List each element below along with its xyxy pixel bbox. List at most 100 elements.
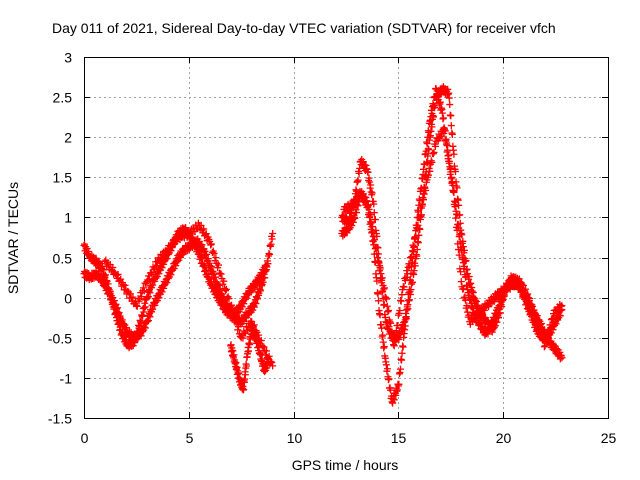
data-point [258,355,266,363]
data-point [545,331,553,339]
data-point [265,251,273,259]
data-point [385,323,393,331]
data-point [406,262,414,270]
data-point [214,261,222,269]
data-point [227,341,235,349]
data-point [245,347,253,355]
data-point [200,225,208,233]
data-point [208,240,216,248]
data-point [220,277,228,285]
data-point [359,158,367,166]
data-point [452,214,460,222]
data-point [472,315,480,323]
data-point [425,128,433,136]
data-point [528,301,536,309]
data-point [450,188,458,196]
data-point [404,263,412,271]
data-point [151,301,159,309]
data-point [396,296,404,304]
data-point [465,289,473,297]
data-point [241,375,249,383]
data-point [365,205,373,213]
data-point [370,200,378,208]
data-point [420,190,428,198]
x-tick-label: 25 [601,430,617,446]
data-point [413,225,421,233]
data-point [445,151,453,159]
data-point [386,318,394,326]
data-point [387,319,395,327]
data-point [493,292,501,300]
data-point [354,176,362,184]
data-point [364,168,372,176]
data-point [378,324,386,332]
data-point [522,285,530,293]
data-point [197,253,205,261]
data-point [197,221,205,229]
data-point [401,322,409,330]
data-point [374,297,382,305]
data-point [146,289,154,297]
data-point [240,317,248,325]
data-point [268,359,276,367]
data-point [364,201,372,209]
data-point [385,307,393,315]
data-points [80,83,566,407]
data-point [390,396,398,404]
data-point [129,293,137,301]
data-point [269,362,277,370]
data-point [547,324,555,332]
data-point [160,260,168,268]
data-point [376,311,384,319]
data-point [407,254,415,262]
x-tick-label: 10 [287,430,303,446]
data-point [172,262,180,270]
data-point [225,295,233,303]
data-point [269,229,277,237]
data-point [168,244,176,252]
data-point [394,311,402,319]
data-point [373,254,381,262]
data-point [552,320,560,328]
data-point [484,330,492,338]
data-point [264,358,272,366]
data-point [456,231,464,239]
data-point [403,267,411,275]
data-point [450,150,458,158]
data-point [412,233,420,241]
data-point [255,343,263,351]
data-point [114,270,122,278]
data-point [527,302,535,310]
data-point [257,287,265,295]
data-point [380,284,388,292]
y-tick-label: 1 [64,210,72,226]
data-point [207,241,215,249]
data-point [396,365,404,373]
data-point [252,332,260,340]
plot-frame [84,57,609,419]
data-point [228,301,236,309]
data-point [422,147,430,155]
data-point [455,201,463,209]
data-point [431,142,439,150]
data-point [400,283,408,291]
data-point [398,349,406,357]
data-point [414,221,422,229]
data-point [493,310,501,318]
data-point [395,380,403,388]
data-point [374,257,382,265]
data-point [536,328,544,336]
x-tick-label: 15 [391,430,407,446]
x-axis-label: GPS time / hours [292,457,399,473]
data-point [459,285,467,293]
data-point [114,304,122,312]
data-point [420,196,428,204]
data-point [380,285,388,293]
data-point [556,305,564,313]
data-point [408,253,416,261]
data-point [141,324,149,332]
data-point [252,300,260,308]
data-point [391,334,399,342]
data-point [429,150,437,158]
data-point [367,219,375,227]
